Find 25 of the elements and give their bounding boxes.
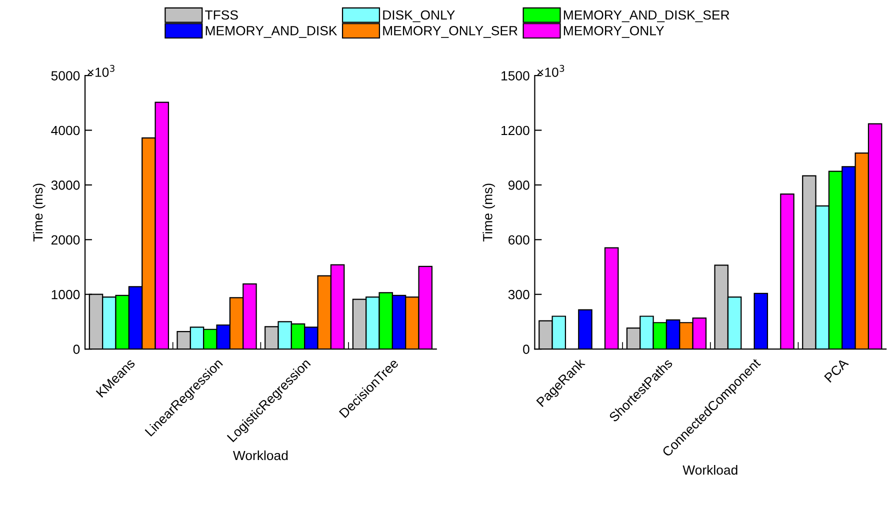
annotation: ×10$^{3}$: [88, 64, 114, 77]
y-tick-label: 3000: [51, 180, 80, 190]
y-tick-label: 600: [508, 235, 530, 245]
y-tick-label: 1000: [52, 290, 80, 300]
y-tick-label: 0: [73, 344, 80, 354]
y-tick-label: 1500: [502, 71, 530, 80]
x-tick-label: PCA: [824, 358, 849, 383]
legend-label: MEMORY_AND_DISK: [206, 26, 338, 38]
y-tick-label: 4000: [51, 126, 80, 136]
legend-label: MEMORY_ONLY: [564, 26, 664, 38]
y-axis-title: Time (ms): [32, 184, 46, 242]
legend-label: MEMORY_AND_DISK_SER: [564, 10, 730, 22]
y-axis-title: Time (ms): [482, 184, 495, 242]
y-tick-label: 1200: [502, 126, 530, 136]
y-tick-label: 0: [523, 344, 530, 354]
y-tick-label: 900: [508, 180, 530, 190]
legend-label: DISK_ONLY: [383, 10, 455, 22]
legend-label: MEMORY_ONLY_SER: [383, 26, 518, 38]
legend-label: TFSS: [205, 10, 238, 20]
y-tick-label: 300: [508, 290, 530, 300]
x-axis-title: Workload: [682, 465, 738, 475]
annotation: ×10$^{3}$: [537, 64, 564, 77]
y-tick-label: 5000: [51, 71, 80, 80]
x-axis-title: Workload: [233, 450, 288, 460]
y-tick-label: 2000: [51, 235, 80, 245]
